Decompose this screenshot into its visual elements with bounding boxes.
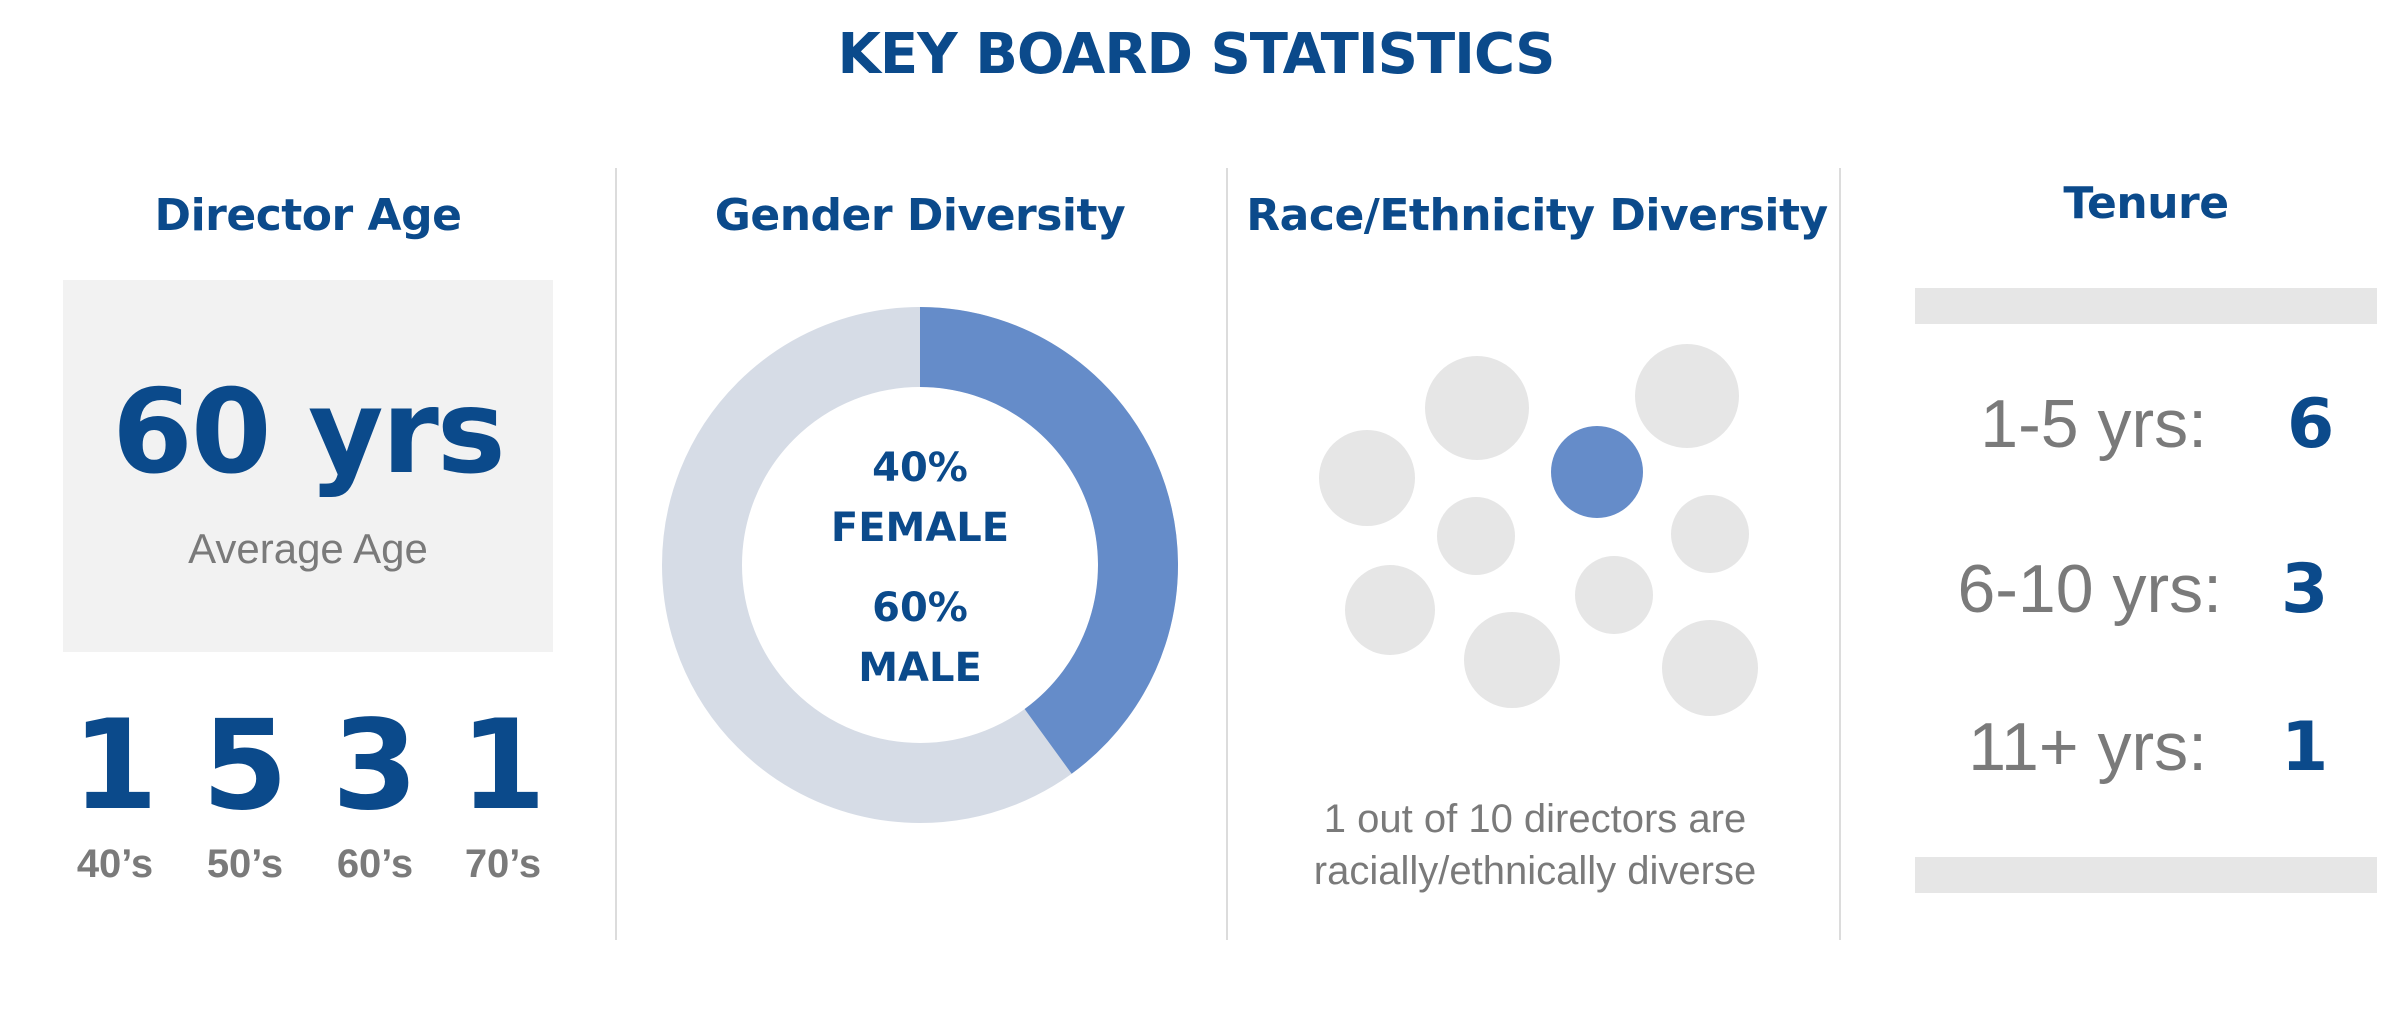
tenure-label: 1-5 yrs: bbox=[1980, 386, 2207, 462]
tenure-row: 6-10 yrs: 3 bbox=[1915, 550, 2377, 630]
female-segment bbox=[919, 307, 1178, 774]
gender-diversity-heading: Gender Diversity bbox=[714, 190, 1126, 241]
race-diversity-heading: Race/Ethnicity Diversity bbox=[1246, 190, 1828, 241]
section-divider bbox=[1226, 168, 1228, 940]
race-caption-line2: racially/ethnically diverse bbox=[1313, 849, 1757, 893]
decade-label: 40’s bbox=[76, 842, 154, 886]
director-dot bbox=[1575, 556, 1653, 634]
average-age-panel: 60 yrs Average Age bbox=[63, 280, 553, 652]
director-dot bbox=[1425, 356, 1529, 460]
diverse-director-dot bbox=[1551, 426, 1643, 518]
director-dot bbox=[1464, 612, 1560, 708]
decade-70s: 1 70’s bbox=[438, 704, 568, 887]
race-caption-line1: 1 out of 10 directors are bbox=[1323, 797, 1747, 841]
director-dot-chart bbox=[1319, 344, 1758, 716]
tenure-row: 11+ yrs: 1 bbox=[1915, 708, 2377, 788]
decade-count: 1 bbox=[459, 694, 547, 838]
average-age-label: Average Age bbox=[188, 525, 428, 572]
tenure-label: 6-10 yrs: bbox=[1957, 551, 2222, 627]
decade-label: 50’s bbox=[206, 842, 284, 886]
male-percent: 60% bbox=[872, 585, 968, 631]
male-label: MALE bbox=[858, 645, 982, 691]
page-title: KEY BOARD STATISTICS bbox=[837, 22, 1556, 87]
decade-label: 60’s bbox=[336, 842, 414, 886]
director-dot bbox=[1319, 430, 1415, 526]
decade-count: 5 bbox=[201, 694, 289, 838]
gender-donut-chart bbox=[662, 307, 1178, 823]
average-age-value: 60 yrs bbox=[112, 365, 506, 500]
section-divider bbox=[615, 168, 617, 940]
female-label: FEMALE bbox=[830, 505, 1010, 551]
tenure-bottom-bar bbox=[1915, 857, 2377, 893]
tenure-label: 11+ yrs: bbox=[1968, 709, 2207, 785]
tenure-value: 1 bbox=[2281, 708, 2329, 787]
director-dot bbox=[1635, 344, 1739, 448]
decade-label: 70’s bbox=[464, 842, 542, 886]
female-percent: 40% bbox=[872, 445, 968, 491]
decade-40s: 1 40’s bbox=[50, 704, 180, 887]
decade-count: 3 bbox=[331, 694, 419, 838]
director-dot bbox=[1437, 497, 1515, 575]
director-dot bbox=[1662, 620, 1758, 716]
decade-count: 1 bbox=[71, 694, 159, 838]
tenure-row: 1-5 yrs: 6 bbox=[1915, 385, 2377, 465]
director-age-heading: Director Age bbox=[154, 190, 462, 241]
section-divider bbox=[1839, 168, 1841, 940]
tenure-value: 3 bbox=[2281, 550, 2329, 629]
decade-60s: 3 60’s bbox=[310, 704, 440, 887]
race-caption: 1 out of 10 directors are racially/ethni… bbox=[1230, 793, 1840, 897]
director-dot bbox=[1671, 495, 1749, 573]
tenure-value: 6 bbox=[2287, 385, 2335, 464]
decade-50s: 5 50’s bbox=[180, 704, 310, 887]
director-dot bbox=[1345, 565, 1435, 655]
tenure-top-bar bbox=[1915, 288, 2377, 324]
tenure-heading: Tenure bbox=[2063, 178, 2229, 229]
